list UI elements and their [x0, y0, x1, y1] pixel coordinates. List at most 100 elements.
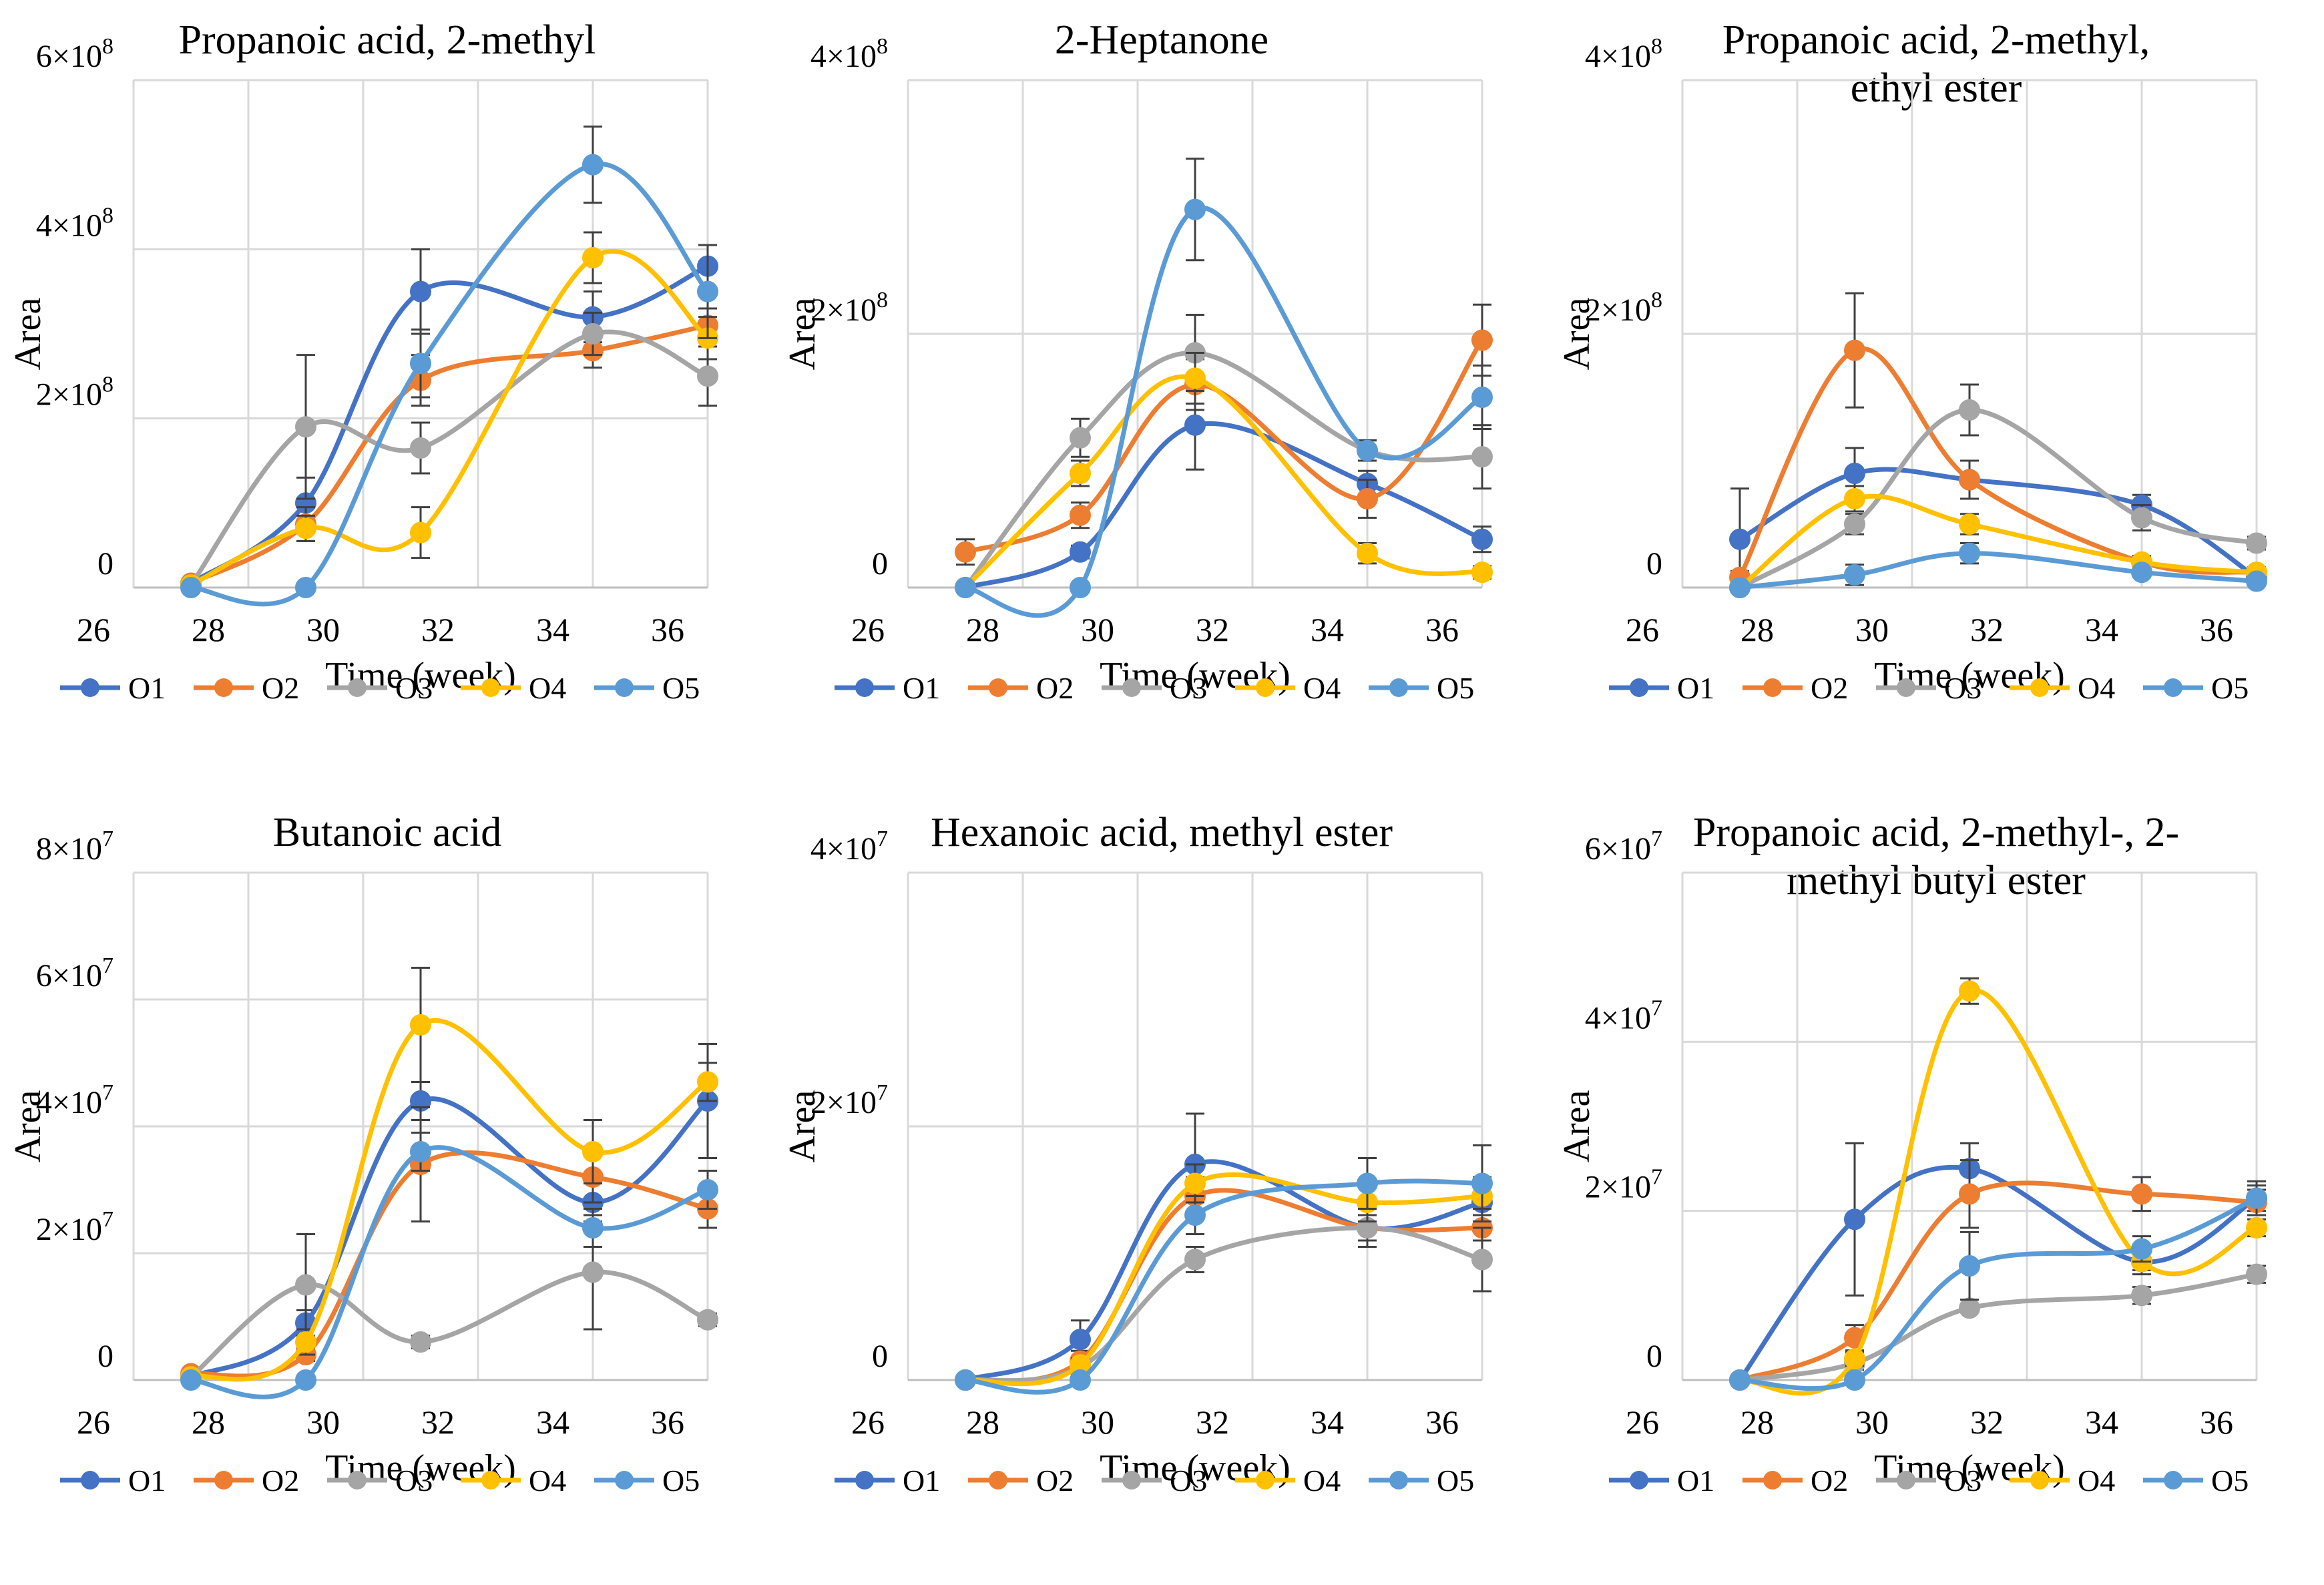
legend-item-o2: O2 [194, 1463, 299, 1498]
data-point [1070, 1369, 1091, 1391]
data-point [697, 1309, 718, 1331]
legend-marker [1763, 678, 1782, 697]
y-tick-label: 0 [97, 546, 113, 582]
data-point [1959, 1183, 1980, 1205]
x-tick-label: 36 [651, 1403, 684, 1441]
legend-label: O3 [395, 1463, 433, 1498]
y-tick-label: 4×107 [810, 827, 888, 867]
legend-label: O2 [262, 671, 299, 705]
series-o5 [1729, 542, 2267, 598]
x-tick-label: 36 [651, 611, 684, 648]
data-point [582, 1261, 604, 1283]
legend-item-o4: O4 [461, 671, 566, 705]
legend-marker [1630, 1471, 1648, 1490]
legend-marker [81, 678, 99, 697]
legend-label: O1 [1677, 671, 1714, 705]
x-tick-label: 34 [2085, 1403, 2118, 1441]
data-point [410, 1331, 431, 1353]
series-line-o5 [188, 161, 710, 607]
data-point [1070, 541, 1091, 563]
legend-marker [855, 1471, 874, 1490]
series-o3 [180, 1214, 718, 1388]
x-tick-label: 26 [1626, 611, 1659, 648]
legend-label: O2 [1036, 1463, 1074, 1498]
series-line-o2 [963, 338, 1485, 555]
x-tick-label: 34 [2085, 611, 2118, 648]
data-point [2246, 532, 2267, 554]
y-tick-label: 0 [97, 1339, 113, 1374]
data-point [1844, 513, 1865, 535]
series-o1 [1729, 1142, 2267, 1391]
chart-panel-propanoic-acid-2-methyl-ethyl-ester: Propanoic acid, 2-methyl, ethyl ester 0 2×1… [1549, 0, 2323, 792]
x-tick-label: 28 [192, 1403, 225, 1441]
chart-title: Propanoic acid, 2-methyl, [1722, 17, 2150, 63]
x-tick-label: 32 [421, 1403, 455, 1441]
legend-marker [1256, 1471, 1274, 1490]
data-point [1729, 528, 1751, 550]
data-point [582, 323, 604, 345]
series-o1 [955, 1112, 1493, 1391]
data-point [1959, 980, 1980, 1002]
legend-marker [2164, 1471, 2182, 1490]
legend-label: O5 [662, 671, 700, 705]
x-tick-label: 30 [1855, 611, 1889, 648]
chart-panel-butanoic-acid: Butanoic acid 0 2×107 4×107 6×107 8×107 26 28 30… [0, 792, 774, 1585]
legend-marker [481, 678, 500, 697]
data-point [1357, 1172, 1378, 1194]
data-point [1070, 427, 1091, 449]
series-line-o4 [1737, 987, 2259, 1396]
chart-panel-propanoic-acid-2-methyl-2-methyl-butyl-ester: Propanoic acid, 2-methyl-, 2- methyl buty… [1549, 792, 2323, 1585]
legend-label: O3 [1944, 671, 1982, 705]
x-tick-label: 26 [77, 1403, 110, 1441]
legend-label: O5 [1437, 1463, 1474, 1498]
data-point [955, 541, 976, 563]
legend-label: O3 [1170, 1463, 1207, 1498]
data-point [1471, 1249, 1493, 1271]
data-point [697, 1071, 718, 1093]
legend-item-o5: O5 [1369, 671, 1474, 705]
data-point [955, 577, 976, 598]
legend-label: O5 [2211, 1463, 2249, 1498]
y-tick-label: 4×107 [1585, 995, 1662, 1036]
data-point [697, 1179, 718, 1200]
data-point [955, 1369, 976, 1391]
legend-item-o2: O2 [968, 1463, 1074, 1498]
x-tick-label: 32 [1970, 611, 2004, 648]
x-tick-label: 36 [1425, 611, 1459, 648]
x-tick-label: 34 [536, 611, 569, 648]
legend-marker [1122, 678, 1141, 697]
legend-item-o5: O5 [2143, 671, 2249, 705]
y-tick-label: 2×108 [1585, 288, 1662, 328]
chart-svg: Propanoic acid, 2-methyl 0 2×108 4×108 6×108… [7, 17, 718, 705]
chart-title: 2-Heptanone [1055, 17, 1268, 63]
data-point [1070, 1329, 1091, 1351]
series-o5 [180, 126, 718, 607]
legend-item-o1: O1 [835, 1463, 940, 1498]
legend-label: O1 [128, 1463, 166, 1498]
data-point [1844, 463, 1865, 484]
series-o4 [955, 1163, 1493, 1391]
legend-label: O4 [529, 1463, 566, 1498]
series-o2 [180, 307, 718, 594]
legend-marker [481, 1471, 500, 1490]
x-tick-label: 26 [77, 611, 110, 648]
data-point [410, 353, 431, 375]
series-o5 [955, 158, 1493, 618]
legend-item-o3: O3 [1876, 671, 1982, 705]
data-point [295, 1369, 316, 1391]
y-axis-label: Area [1556, 1090, 1598, 1162]
legend-item-o5: O5 [594, 1463, 700, 1498]
legend-item-o1: O1 [1609, 671, 1714, 705]
series-line-o4 [188, 1017, 710, 1382]
y-tick-label: 6×107 [1585, 827, 1662, 867]
y-axis-label: Area [782, 297, 823, 370]
legend-marker [348, 678, 367, 697]
series-line-o5 [963, 206, 1485, 618]
series-line-o2 [1737, 346, 2259, 580]
legend-item-o4: O4 [1235, 1463, 1341, 1498]
series-line-o2 [1737, 1180, 2259, 1383]
legend-label: O5 [2211, 671, 2249, 705]
y-tick-label: 0 [1646, 546, 1662, 582]
